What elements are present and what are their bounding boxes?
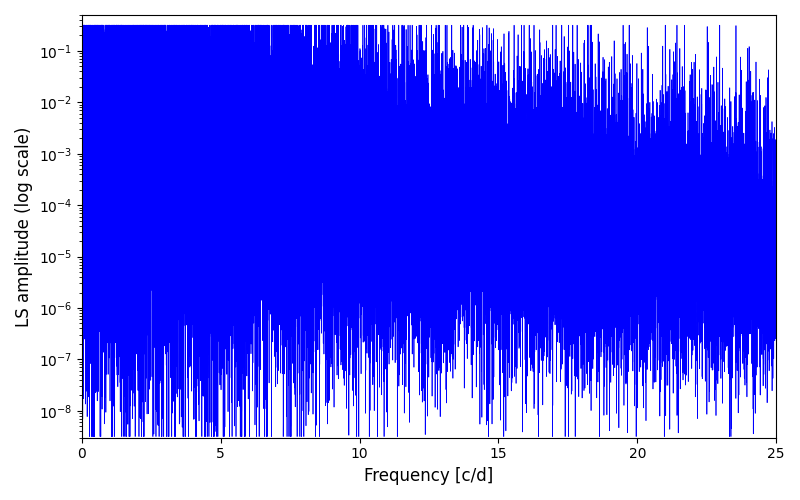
X-axis label: Frequency [c/d]: Frequency [c/d] [364, 467, 494, 485]
Y-axis label: LS amplitude (log scale): LS amplitude (log scale) [15, 126, 33, 326]
